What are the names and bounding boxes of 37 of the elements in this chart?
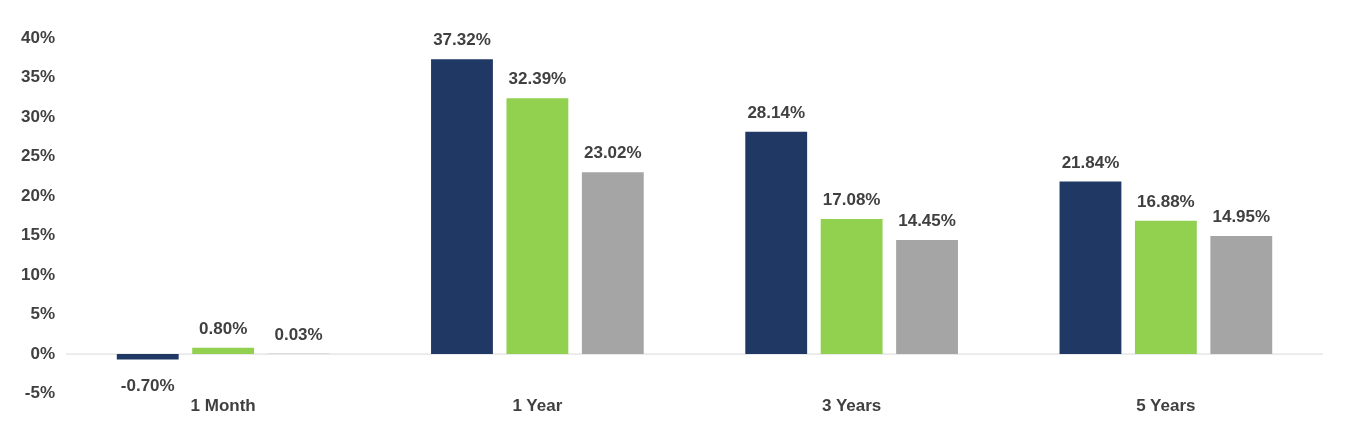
bar — [1134, 220, 1197, 355]
bar — [116, 354, 179, 360]
bar — [1059, 181, 1122, 355]
bar — [1210, 235, 1273, 355]
data-label: 14.95% — [1212, 207, 1271, 227]
y-tick-label: 0% — [30, 343, 56, 363]
bar — [431, 59, 493, 355]
x-tick-label: 1 Month — [190, 396, 256, 416]
bar — [745, 131, 808, 355]
y-tick-label: 5% — [30, 304, 56, 324]
bar — [820, 219, 883, 355]
y-tick-label: 30% — [20, 106, 56, 126]
data-label: 37.32% — [433, 30, 491, 50]
bar — [506, 98, 569, 355]
x-tick-label: 5 Years — [1136, 396, 1196, 416]
data-label: 23.02% — [583, 143, 642, 163]
data-label: 14.45% — [898, 211, 956, 231]
y-tick-label: 35% — [20, 67, 56, 87]
x-tick-label: 3 Years — [822, 396, 882, 416]
y-tick-label: 40% — [20, 27, 56, 47]
data-label: 0.03% — [274, 325, 323, 345]
bar — [581, 172, 644, 355]
y-tick-label: -5% — [24, 383, 56, 403]
y-tick-label: 15% — [20, 225, 56, 245]
y-tick-label: 20% — [20, 185, 56, 205]
bar — [896, 239, 958, 355]
data-label: 17.08% — [822, 190, 881, 210]
data-label: -0.70% — [120, 375, 175, 395]
data-label: 28.14% — [747, 102, 806, 122]
data-label: 21.84% — [1061, 152, 1120, 172]
y-tick-label: 25% — [20, 146, 56, 166]
y-tick-label: 10% — [20, 264, 56, 284]
data-label: 0.80% — [199, 318, 248, 338]
bar — [192, 347, 255, 355]
x-tick-label: 1 Year — [512, 396, 563, 416]
data-label: 32.39% — [508, 69, 567, 89]
data-label: 16.88% — [1137, 191, 1195, 211]
